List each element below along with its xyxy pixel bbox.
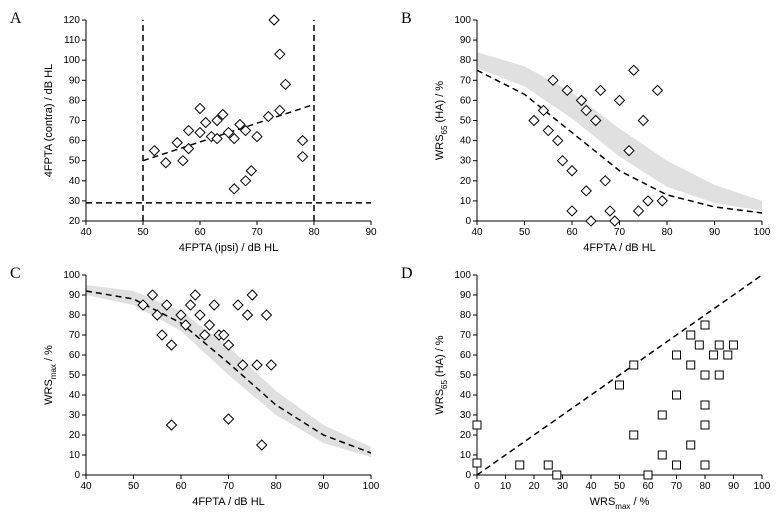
panel-a: A 40506070809020304050607080901001101204… xyxy=(10,10,381,255)
svg-text:10: 10 xyxy=(460,196,472,207)
svg-text:80: 80 xyxy=(699,481,711,492)
svg-text:50: 50 xyxy=(69,370,81,381)
svg-text:30: 30 xyxy=(557,481,569,492)
svg-text:50: 50 xyxy=(137,227,149,238)
panel-a-chart: 40 50 60 70 80 90 20 30 40 50 60 70 80 90 100 110 120 4FP… xyxy=(38,10,381,255)
svg-text:4FPTA (contra) / dB HL: 4FPTA (contra) / dB HL xyxy=(43,64,55,178)
svg-text:100: 100 xyxy=(754,481,771,492)
svg-text:20: 20 xyxy=(69,430,81,441)
svg-text:60: 60 xyxy=(460,95,472,106)
svg-text:20: 20 xyxy=(460,430,472,441)
svg-text:30: 30 xyxy=(69,410,81,421)
svg-text:20: 20 xyxy=(69,216,81,227)
svg-text:70: 70 xyxy=(69,116,81,127)
svg-text:80: 80 xyxy=(308,227,320,238)
svg-text:40: 40 xyxy=(80,481,92,492)
svg-text:120: 120 xyxy=(63,15,80,26)
svg-text:30: 30 xyxy=(460,410,472,421)
svg-text:0: 0 xyxy=(474,481,480,492)
svg-text:20: 20 xyxy=(528,481,540,492)
svg-text:60: 60 xyxy=(460,350,472,361)
svg-text:0: 0 xyxy=(465,470,471,481)
svg-text:50: 50 xyxy=(614,481,626,492)
svg-text:4FPTA / dB HL: 4FPTA / dB HL xyxy=(192,496,265,508)
svg-text:100: 100 xyxy=(454,15,471,26)
svg-text:80: 80 xyxy=(661,227,673,238)
svg-text:70: 70 xyxy=(671,481,683,492)
svg-text:80: 80 xyxy=(460,310,472,321)
svg-text:60: 60 xyxy=(566,227,578,238)
svg-text:40: 40 xyxy=(69,176,81,187)
svg-text:20: 20 xyxy=(460,176,472,187)
svg-text:10: 10 xyxy=(69,450,81,461)
svg-text:100: 100 xyxy=(454,270,471,281)
panel-d: D 0 10 20 30 40 50 60 70 80 90 100 0 10 20 30 40 50 60 70 8… xyxy=(401,265,772,509)
svg-text:70: 70 xyxy=(69,330,81,341)
panel-c-label: C xyxy=(10,265,21,283)
svg-text:10: 10 xyxy=(500,481,512,492)
svg-text:70: 70 xyxy=(251,227,263,238)
panel-d-label: D xyxy=(401,265,413,283)
svg-text:WRSmax / %: WRSmax / % xyxy=(590,496,650,509)
svg-text:40: 40 xyxy=(460,136,472,147)
svg-text:110: 110 xyxy=(64,35,80,46)
svg-text:80: 80 xyxy=(270,481,282,492)
svg-text:50: 50 xyxy=(460,370,472,381)
svg-text:60: 60 xyxy=(194,227,206,238)
svg-text:70: 70 xyxy=(223,481,235,492)
svg-text:50: 50 xyxy=(128,481,140,492)
svg-text:70: 70 xyxy=(460,75,472,86)
svg-text:60: 60 xyxy=(175,481,187,492)
panel-b: B 40506070809010001020304050607080901004… xyxy=(401,10,772,255)
svg-text:0: 0 xyxy=(74,470,80,481)
svg-text:0: 0 xyxy=(465,216,471,227)
panel-c: C 40506070809010001020304050607080901004… xyxy=(10,265,381,509)
svg-text:70: 70 xyxy=(460,330,472,341)
svg-text:90: 90 xyxy=(709,227,721,238)
svg-text:40: 40 xyxy=(585,481,597,492)
panel-c-chart: 40 50 60 70 80 90 100 0 10 20 30 40 50 60 70 80 90 100 4FP… xyxy=(38,265,381,509)
svg-text:90: 90 xyxy=(460,290,472,301)
svg-text:100: 100 xyxy=(754,227,771,238)
svg-text:40: 40 xyxy=(460,390,472,401)
svg-text:90: 90 xyxy=(460,35,472,46)
svg-text:90: 90 xyxy=(69,290,81,301)
svg-text:50: 50 xyxy=(460,116,472,127)
svg-text:100: 100 xyxy=(363,481,380,492)
svg-text:90: 90 xyxy=(69,75,81,86)
svg-text:40: 40 xyxy=(80,227,92,238)
svg-text:70: 70 xyxy=(614,227,626,238)
svg-text:80: 80 xyxy=(69,95,81,106)
svg-text:40: 40 xyxy=(471,227,483,238)
svg-text:60: 60 xyxy=(642,481,654,492)
svg-text:60: 60 xyxy=(69,136,81,147)
svg-text:30: 30 xyxy=(460,156,472,167)
svg-text:WRS65 (HA) / %: WRS65 (HA) / % xyxy=(434,81,449,160)
svg-text:30: 30 xyxy=(69,196,81,207)
panel-b-label: B xyxy=(401,10,412,28)
svg-text:90: 90 xyxy=(365,227,377,238)
svg-text:100: 100 xyxy=(63,55,80,66)
svg-text:4FPTA / dB HL: 4FPTA / dB HL xyxy=(583,242,656,254)
panel-d-chart: 0 10 20 30 40 50 60 70 80 90 100 0 10 20 30 40 50 60 70 80 9… xyxy=(429,265,772,509)
svg-text:60: 60 xyxy=(69,350,81,361)
svg-text:100: 100 xyxy=(63,270,80,281)
svg-text:WRSmax / %: WRSmax / % xyxy=(43,345,58,405)
svg-text:50: 50 xyxy=(69,156,81,167)
svg-text:40: 40 xyxy=(69,390,81,401)
svg-text:10: 10 xyxy=(460,450,472,461)
svg-text:80: 80 xyxy=(69,310,81,321)
svg-text:50: 50 xyxy=(519,227,531,238)
svg-text:WRS65 (HA) / %: WRS65 (HA) / % xyxy=(434,335,449,414)
panel-b-chart: 40 50 60 70 80 90 100 0 10 20 30 40 50 60 70 80 90 100 4FP… xyxy=(429,10,772,255)
svg-text:90: 90 xyxy=(728,481,740,492)
svg-text:90: 90 xyxy=(318,481,330,492)
svg-text:80: 80 xyxy=(460,55,472,66)
svg-text:4FPTA (ipsi) / dB HL: 4FPTA (ipsi) / dB HL xyxy=(179,242,278,254)
panel-a-label: A xyxy=(10,10,22,28)
